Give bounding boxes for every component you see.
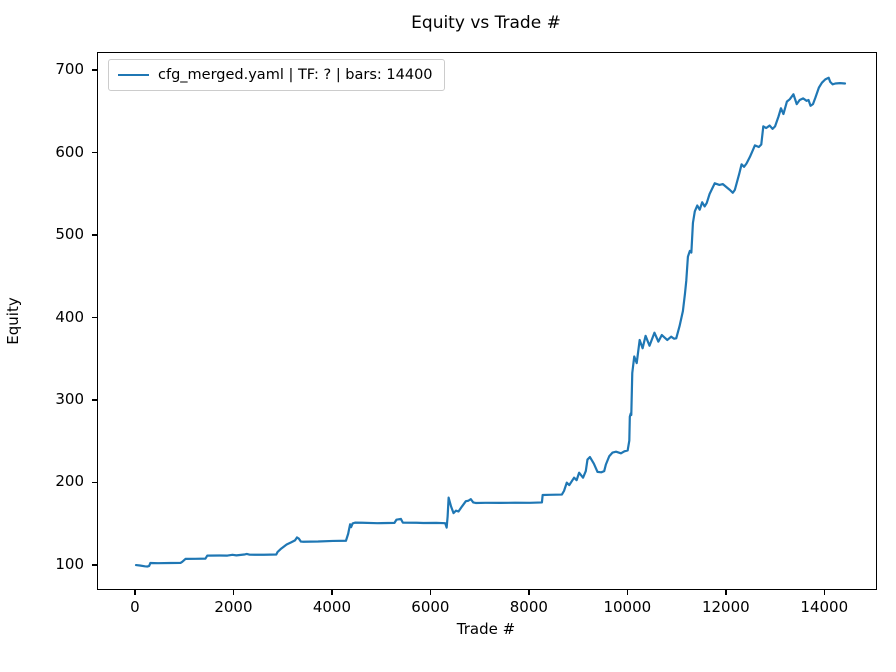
legend-label: cfg_merged.yaml | TF: ? | bars: 14400 <box>158 67 433 83</box>
x-tick-mark <box>429 589 432 595</box>
y-tick-mark <box>92 69 97 71</box>
x-tick-mark <box>823 589 826 595</box>
y-tick-label: 300 <box>55 389 84 408</box>
x-tick-label: 8000 <box>509 598 548 616</box>
y-tick-mark <box>92 316 97 319</box>
y-tick-label: 400 <box>55 307 84 326</box>
x-tick-mark <box>134 589 136 595</box>
y-tick-mark <box>92 481 97 484</box>
y-axis-label: Equity <box>4 297 22 345</box>
x-tick-label: 6000 <box>411 598 450 616</box>
equity-curve-svg <box>134 76 847 568</box>
legend-line-sample-icon <box>118 74 149 76</box>
y-tick-label: 600 <box>55 142 84 161</box>
legend[interactable]: cfg_merged.yaml | TF: ? | bars: 14400 <box>108 59 445 91</box>
x-tick-label: 12000 <box>701 598 750 616</box>
x-tick-label: 10000 <box>603 598 652 616</box>
x-tick-mark <box>626 589 629 595</box>
chart-title: Equity vs Trade # <box>411 13 561 33</box>
x-tick-mark <box>331 589 333 595</box>
y-tick-mark <box>92 234 97 236</box>
x-tick-label: 2000 <box>214 598 253 616</box>
plot-area: cfg_merged.yaml | TF: ? | bars: 14400 <box>97 52 877 590</box>
y-tick-mark <box>92 564 97 566</box>
y-tick-mark <box>92 151 97 154</box>
y-tick-label: 500 <box>55 225 84 244</box>
x-tick-mark <box>528 589 530 595</box>
x-tick-label: 4000 <box>312 598 351 616</box>
x-tick-mark <box>232 589 235 595</box>
y-tick-mark <box>92 399 97 401</box>
y-tick-label: 200 <box>55 472 84 491</box>
x-tick-label: 14000 <box>800 598 849 616</box>
y-tick-label: 100 <box>55 554 84 573</box>
x-axis-label: Trade # <box>456 620 516 638</box>
x-tick-label: 0 <box>130 598 140 616</box>
x-tick-mark <box>725 589 727 595</box>
y-tick-label: 700 <box>55 60 84 79</box>
equity-line <box>134 76 847 568</box>
